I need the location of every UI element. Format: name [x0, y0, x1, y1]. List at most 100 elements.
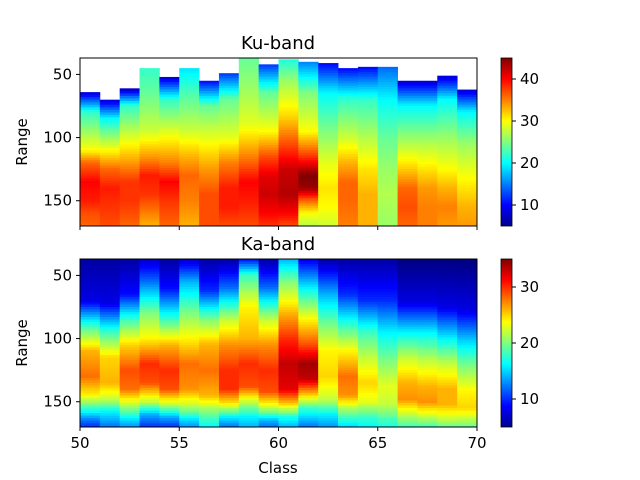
heatmap-cell [139, 301, 160, 305]
heatmap-cell [80, 185, 101, 189]
heatmap-cell [278, 99, 299, 103]
heatmap-cell [417, 307, 438, 310]
heatmap-cell [238, 133, 260, 137]
heatmap-cell [298, 380, 319, 384]
heatmap-cell [417, 83, 438, 87]
heatmap-cell [199, 349, 220, 353]
heatmap-cell [417, 222, 438, 226]
heatmap-cell [80, 127, 101, 131]
heatmap-cell [179, 131, 200, 135]
heatmap-cell [357, 312, 379, 315]
heatmap-cell [397, 148, 418, 152]
heatmap-cell [417, 174, 438, 178]
heatmap-cell [199, 319, 220, 323]
heatmap-cell [179, 266, 200, 270]
heatmap-cell [457, 387, 478, 391]
heatmap-cell [199, 106, 220, 109]
heatmap-cell [357, 349, 379, 353]
heatmap-cell [397, 194, 418, 198]
heatmap-cell [338, 365, 359, 369]
heatmap-cell [397, 133, 418, 137]
heatmap-cell [278, 317, 299, 321]
heatmap-cell [457, 304, 478, 308]
heatmap-cells [80, 259, 478, 428]
heatmap-cell [238, 186, 260, 190]
heatmap-cell [318, 385, 339, 389]
heatmap-cell [258, 122, 279, 126]
heatmap-cell [139, 121, 160, 125]
heatmap-cell [139, 95, 160, 99]
heatmap-cell [99, 274, 121, 278]
heatmap-cell [159, 276, 180, 280]
heatmap-cell [457, 213, 478, 217]
heatmap-cell [318, 397, 339, 401]
heatmap-cell [258, 160, 279, 164]
heatmap-cell [298, 195, 319, 199]
heatmap-cell [338, 403, 359, 406]
heatmap-cell [199, 184, 220, 188]
heatmap-cell [457, 170, 478, 174]
heatmap-cell [258, 188, 279, 192]
heatmap-cell [159, 387, 180, 391]
heatmap-cell [437, 93, 458, 97]
heatmap-cell [278, 327, 299, 331]
heatmap-cell [278, 162, 299, 166]
heatmap-cell [437, 261, 458, 265]
heatmap-cell [397, 322, 418, 326]
heatmap-cell [119, 128, 140, 132]
heatmap-cell [258, 312, 279, 315]
heatmap-cell [80, 327, 101, 331]
heatmap-cell [298, 390, 319, 394]
heatmap-cell [318, 284, 339, 288]
heatmap-cell [179, 103, 200, 107]
heatmap-cell [457, 107, 478, 111]
heatmap-cell [278, 137, 299, 141]
heatmap-cell [457, 403, 478, 406]
heatmap-cell [238, 176, 260, 180]
heatmap-cell [377, 104, 398, 108]
x-axis: 50 55 60 65 70 [70, 427, 487, 452]
heatmap-cell [377, 208, 398, 212]
heatmap-cell [119, 123, 140, 127]
heatmap-cell [179, 83, 200, 87]
heatmap-cell [238, 390, 260, 394]
heatmap-cell [80, 317, 101, 321]
heatmap-cell [437, 85, 458, 89]
heatmap-cell [159, 418, 180, 422]
heatmap-cell [238, 299, 260, 303]
heatmap-cell [139, 159, 160, 162]
heatmap-cell [139, 141, 160, 145]
heatmap-cell [377, 162, 398, 166]
heatmap-cell [338, 261, 359, 265]
heatmap-cell [338, 362, 359, 366]
heatmap-cell [80, 400, 101, 404]
heatmap-cell [80, 314, 101, 318]
heatmap-cell [417, 108, 438, 112]
heatmap-cell [119, 214, 140, 218]
heatmap-cell [338, 128, 359, 132]
heatmap-cell [298, 332, 319, 336]
heatmap-cell [139, 319, 160, 323]
heatmap-cell [159, 170, 180, 174]
heatmap-cell [218, 209, 240, 213]
heatmap-cell [417, 279, 438, 283]
heatmap-cell [357, 347, 379, 351]
heatmap-cell [179, 85, 200, 89]
heatmap-cell [357, 355, 379, 358]
heatmap-cell [377, 395, 398, 399]
heatmap-cell [437, 138, 458, 142]
heatmap-cell [417, 166, 438, 170]
heatmap-cell [298, 76, 319, 80]
heatmap-cell [278, 415, 299, 419]
heatmap-cell [218, 90, 240, 94]
heatmap-cell [397, 93, 418, 97]
heatmap-cell [99, 382, 121, 386]
heatmap-cell [258, 64, 279, 68]
heatmap-cell [159, 266, 180, 270]
heatmap-cell [199, 196, 220, 200]
heatmap-cell [179, 214, 200, 218]
heatmap-cell [357, 76, 379, 80]
heatmap-cell [258, 135, 279, 138]
heatmap-cell [99, 112, 121, 116]
heatmap-cell [397, 375, 418, 379]
